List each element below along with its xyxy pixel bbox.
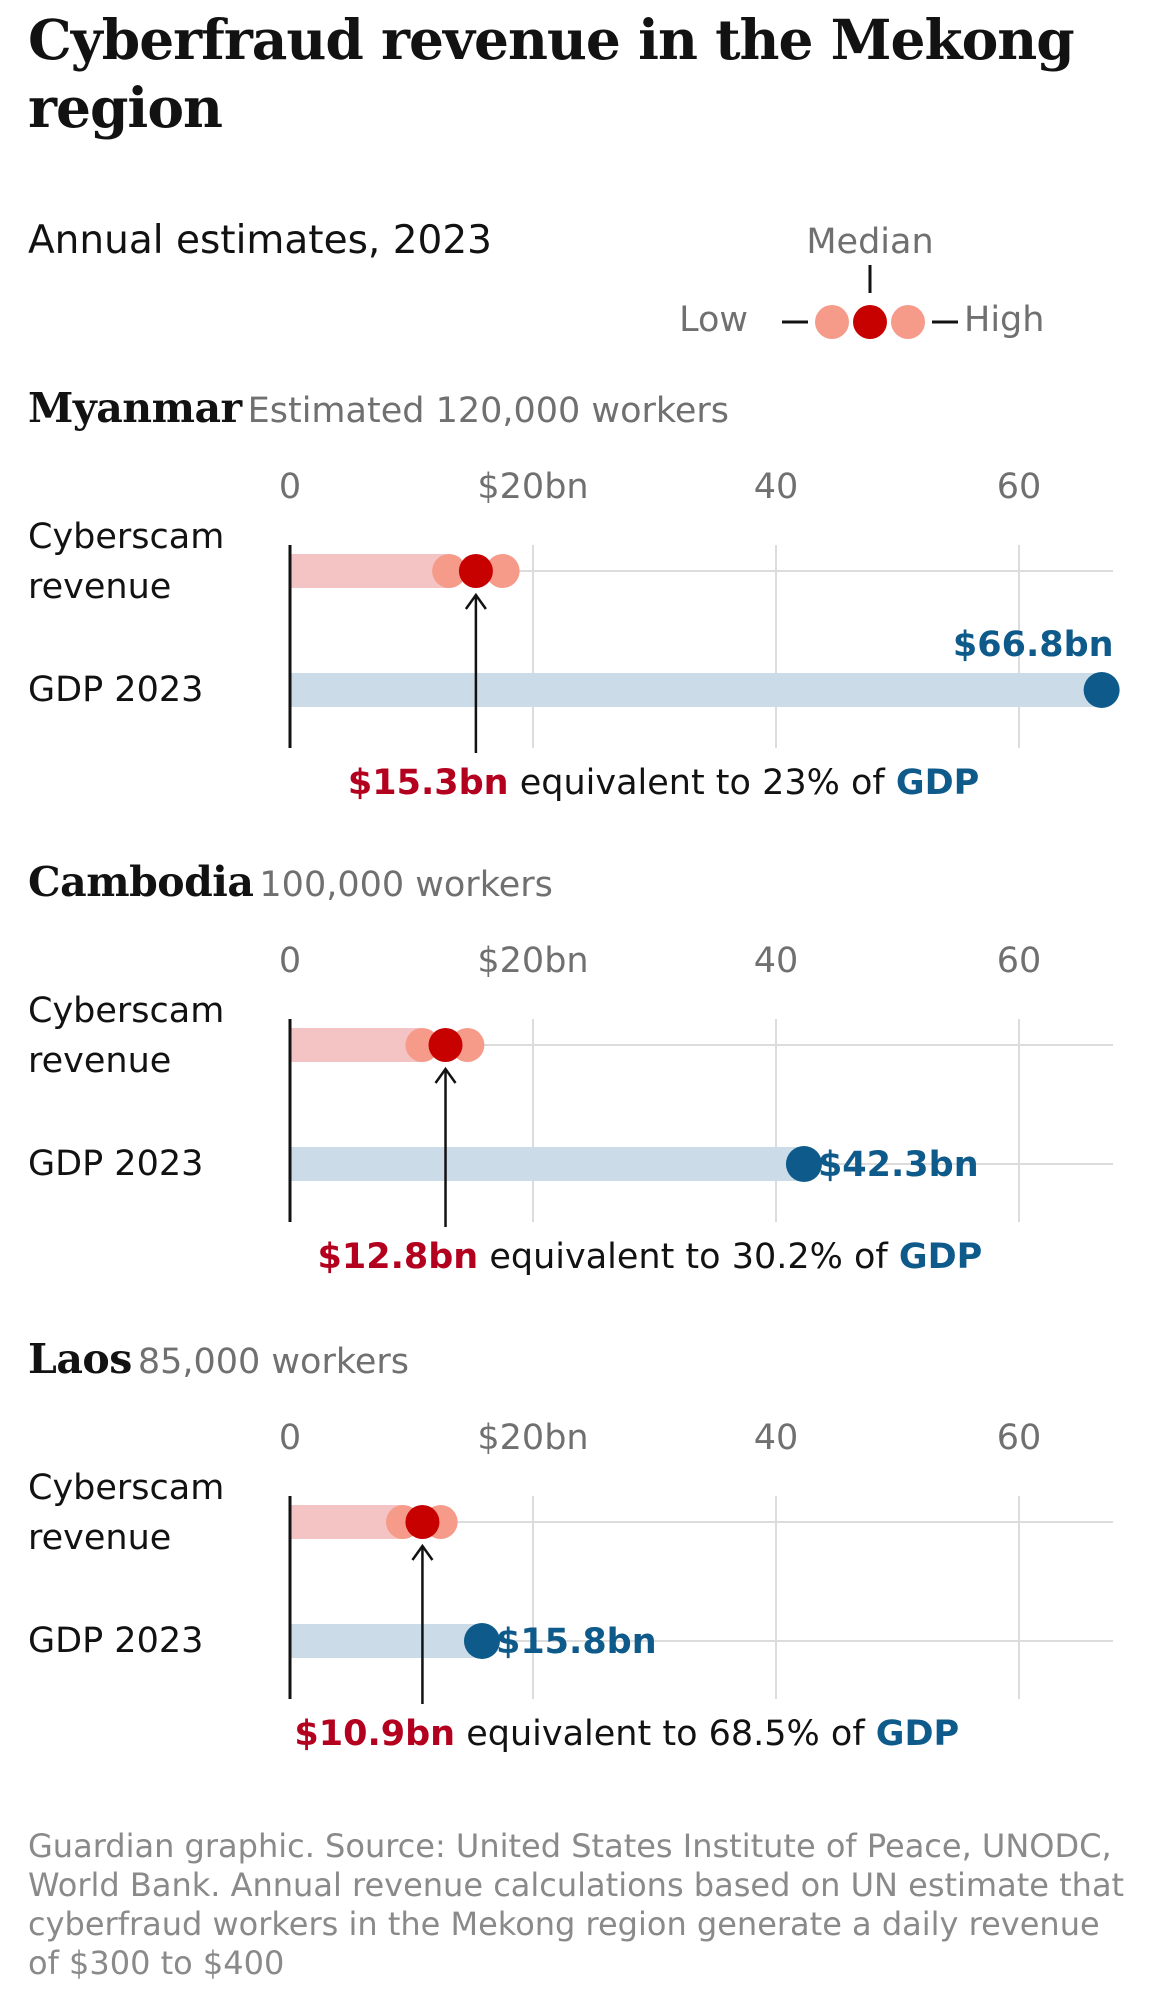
tick-label: 40 [754, 941, 799, 981]
chart-myanmar: 0 $20bn 40 60 $66.8bn [279, 467, 1120, 753]
tick-label: 60 [997, 1418, 1042, 1458]
tick-label: 40 [754, 467, 799, 507]
annotation-gdp: GDP [898, 1237, 983, 1277]
panel-header: Myanmar Estimated 120,000 workers [28, 385, 729, 434]
worker-count: Estimated 120,000 workers [247, 391, 730, 431]
gdp-dot [463, 1623, 500, 1659]
gdp-band [290, 673, 1102, 707]
panel-laos: Laos 85,000 workers Cyberscam revenue GDP 2… [0, 1336, 1150, 1756]
gdp-band [290, 1147, 804, 1181]
annotation-value: $12.8bn [317, 1237, 479, 1277]
tick-label: $20bn [477, 1418, 588, 1458]
arrow-head [434, 1066, 457, 1084]
chart-subtitle: Annual estimates, 2023 [28, 218, 492, 263]
country-name: Laos [28, 1335, 132, 1383]
worker-count: 100,000 workers [259, 865, 553, 905]
panel-myanmar: Myanmar Estimated 120,000 workers Cybersca… [0, 385, 1150, 805]
tick-label: $20bn [477, 941, 588, 981]
country-name: Cambodia [28, 858, 254, 906]
row-label-gdp: GDP 2023 [28, 1144, 204, 1184]
gdp-band [290, 1624, 482, 1658]
revenue-low-dot [432, 554, 467, 588]
revenue-median-dot [405, 1505, 440, 1539]
row-label-gdp: GDP 2023 [28, 670, 204, 710]
chart-cambodia: 0 $20bn 40 60 $42.3bn [279, 941, 1113, 1227]
tick-label: $20bn [477, 467, 588, 507]
annotation-text: equivalent to 30.2% of [478, 1237, 899, 1277]
tick-label: 0 [279, 1418, 301, 1458]
revenue-median-dot [428, 1028, 463, 1062]
row-label-gdp: GDP 2023 [28, 1621, 204, 1661]
arrow-head [411, 1543, 434, 1561]
panel-header: Laos 85,000 workers [28, 1336, 409, 1385]
revenue-high-dot [485, 554, 520, 588]
chart-title: Cyberfraud revenue in the Mekong region [28, 7, 1075, 140]
chart-laos: 0 $20bn 40 60 $15.8bn [279, 1418, 1113, 1704]
revenue-band [290, 1505, 403, 1539]
gdp-value-label: $42.3bn [818, 1145, 979, 1185]
row-label-revenue: Cyberscam revenue [28, 517, 225, 607]
tick-label: 60 [997, 467, 1042, 507]
legend-low-dot [815, 305, 849, 339]
annotation: $12.8bn equivalent to 30.2% of GDP [318, 1234, 983, 1280]
row-label-revenue: Cyberscam revenue [28, 991, 225, 1081]
gdp-dot [785, 1146, 822, 1182]
row-label-revenue: Cyberscam revenue [28, 1468, 225, 1558]
gdp-value-label: $66.8bn [953, 625, 1114, 665]
gdp-value-label: $15.8bn [496, 1622, 657, 1662]
gdp-dot [1083, 672, 1120, 708]
legend-median-dot [853, 305, 887, 339]
legend-high-dot [891, 305, 925, 339]
source-note: Guardian graphic. Source: United States … [28, 1827, 1125, 1982]
annotation-value: $10.9bn [294, 1714, 456, 1754]
legend-high-label: High [964, 300, 1044, 340]
worker-count: 85,000 workers [137, 1342, 410, 1382]
panel-header: Cambodia 100,000 workers [28, 859, 553, 908]
legend-median-label: Median [806, 222, 933, 262]
annotation-value: $15.3bn [347, 763, 509, 803]
tick-label: 40 [754, 1418, 799, 1458]
panel-cambodia: Cambodia 100,000 workers Cyberscam revenue… [0, 859, 1150, 1279]
annotation: $10.9bn equivalent to 68.5% of GDP [294, 1711, 959, 1757]
annotation-gdp: GDP [875, 1714, 960, 1754]
annotation-text: equivalent to 68.5% of [455, 1714, 876, 1754]
legend-low-label: Low [679, 300, 748, 340]
revenue-band [290, 1028, 423, 1062]
arrow-head [464, 592, 487, 610]
annotation: $15.3bn equivalent to 23% of GDP [348, 760, 979, 806]
tick-label: 0 [279, 941, 301, 981]
tick-label: 0 [279, 467, 301, 507]
revenue-band [290, 554, 450, 588]
tick-label: 60 [997, 941, 1042, 981]
revenue-median-dot [458, 554, 493, 588]
legend: Median Low High [679, 222, 1044, 340]
country-name: Myanmar [28, 384, 242, 432]
annotation-text: equivalent to 23% of [508, 763, 896, 803]
annotation-gdp: GDP [895, 763, 980, 803]
